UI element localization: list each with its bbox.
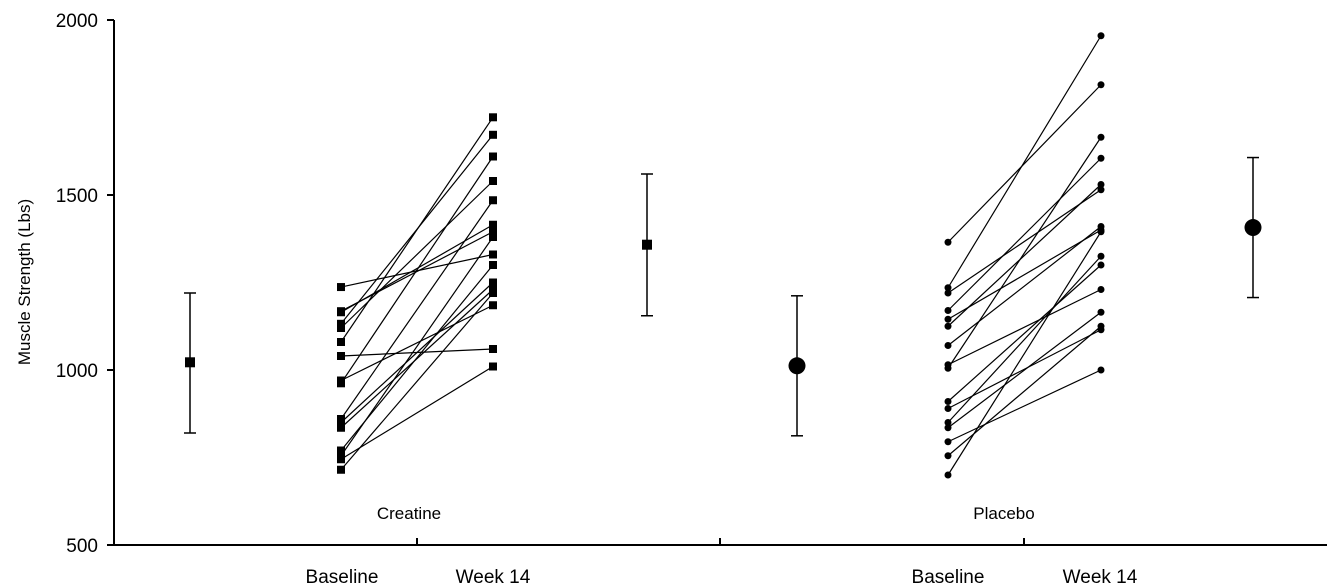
subject-line: [340, 156, 494, 384]
subject-line: [947, 288, 1102, 366]
data-point: [489, 196, 497, 205]
x-tick-label: Baseline: [306, 567, 379, 588]
data-point: [337, 338, 345, 346]
data-point: [944, 398, 952, 405]
subject-line: [947, 229, 1102, 320]
x-tick-label: Week 14: [456, 567, 531, 588]
subject-line: [947, 369, 1102, 443]
series-creatine: [184, 113, 653, 474]
data-point: [944, 471, 952, 479]
subject-line: [947, 255, 1102, 423]
data-point: [944, 424, 952, 432]
data-point: [944, 322, 952, 330]
subject-line: [947, 84, 1102, 243]
subject-line: [947, 264, 1102, 402]
data-point: [337, 308, 345, 317]
data-point: [944, 315, 952, 323]
subject-line: [947, 189, 1102, 294]
data-point: [489, 362, 497, 371]
data-point: [489, 233, 497, 241]
mean-baseline-marker: [185, 357, 195, 368]
data-point: [1097, 81, 1105, 89]
data-point: [1097, 252, 1105, 260]
data-point: [337, 455, 345, 464]
subject-line: [947, 325, 1102, 457]
subject-line: [340, 116, 494, 343]
data-point: [337, 446, 345, 455]
data-point: [944, 364, 952, 372]
data-point: [1097, 261, 1105, 269]
data-point: [1097, 286, 1105, 293]
data-point: [944, 342, 952, 349]
mean-week14-marker: [642, 239, 652, 250]
subject-line: [340, 199, 494, 420]
data-point: [944, 405, 952, 412]
data-point: [489, 227, 497, 236]
data-point: [944, 452, 952, 460]
data-point: [489, 177, 497, 185]
mean-baseline-marker: [788, 357, 806, 375]
data-point: [489, 261, 497, 269]
data-point: [1097, 366, 1105, 374]
data-point: [1097, 223, 1105, 230]
subject-line: [340, 304, 494, 382]
data-point: [489, 113, 497, 122]
data-point: [337, 324, 345, 332]
data-point: [1097, 186, 1105, 194]
data-point: [489, 301, 497, 310]
subject-line: [947, 136, 1102, 369]
data-point: [489, 250, 497, 259]
data-point: [1097, 133, 1105, 141]
data-point: [337, 319, 345, 328]
data-point: [489, 289, 497, 297]
data-point: [944, 419, 952, 426]
subject-line: [947, 184, 1102, 327]
y-tick-label: 1500: [56, 186, 98, 207]
subject-line: [947, 157, 1102, 311]
data-point: [489, 345, 497, 353]
data-point: [1097, 228, 1105, 236]
data-point: [1097, 308, 1105, 316]
data-point: [489, 152, 497, 161]
mean-week14-marker: [1244, 219, 1262, 237]
subject-line: [340, 224, 494, 313]
data-point: [337, 352, 345, 360]
y-tick-label: 500: [66, 536, 98, 557]
subject-line: [340, 282, 494, 423]
subject-line: [947, 35, 1102, 289]
subject-line: [340, 365, 494, 460]
data-point: [1097, 32, 1105, 40]
data-point: [489, 130, 497, 139]
data-point: [337, 465, 345, 474]
group-label-creatine: Creatine: [377, 504, 441, 523]
data-point: [489, 278, 497, 287]
data-point: [337, 418, 345, 427]
data-point: [944, 307, 952, 314]
subject-line: [340, 236, 494, 457]
y-axis-label: Muscle Strength (Lbs): [15, 199, 34, 365]
data-point: [1097, 181, 1105, 188]
group-label-placebo: Placebo: [973, 504, 1034, 523]
data-point: [337, 283, 345, 292]
data-point: [944, 238, 952, 246]
subject-line: [947, 231, 1102, 476]
data-point: [337, 423, 345, 432]
data-point: [337, 379, 345, 388]
data-point: [944, 289, 952, 297]
series-placebo: [788, 32, 1262, 479]
subject-line: [340, 292, 494, 471]
data-point: [1097, 322, 1105, 330]
y-tick-label: 1000: [56, 361, 98, 382]
subject-line: [340, 180, 494, 329]
data-point: [489, 220, 497, 229]
data-point: [1097, 154, 1105, 162]
subject-line: [947, 311, 1102, 429]
y-tick-label: 2000: [56, 11, 98, 32]
x-tick-label: Baseline: [912, 567, 985, 588]
data-point: [944, 284, 952, 292]
data-point: [944, 438, 952, 446]
subject-line: [947, 226, 1102, 346]
x-tick-label: Week 14: [1063, 567, 1138, 588]
